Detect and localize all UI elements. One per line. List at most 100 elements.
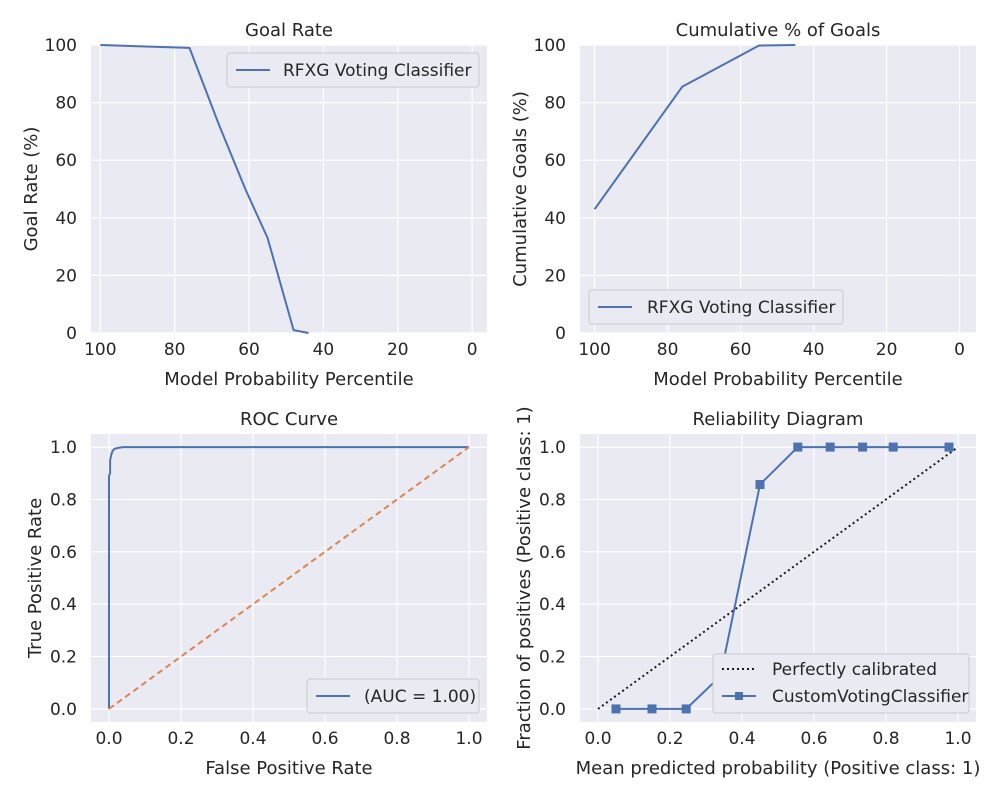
goal-rate-legend: RFXG Voting Classifier	[226, 52, 480, 88]
reliability-diagram-series-1-point-0	[611, 704, 621, 714]
reliability-diagram-series-1-point-7	[858, 442, 868, 452]
roc-curve-xtick-0: 0.0	[95, 729, 122, 749]
roc-curve-xtick-4: 0.8	[383, 729, 410, 749]
goal-rate-ytick-0: 0	[66, 324, 77, 344]
reliability-diagram-ytick-3: 0.6	[539, 543, 566, 563]
cumulative-goals-ytick-3: 60	[544, 151, 566, 171]
cumulative-goals-ytick-4: 80	[544, 94, 566, 114]
roc-curve-series-1-line	[108, 446, 470, 710]
cumulative-goals-ytick-0: 0	[555, 324, 566, 344]
reliability-diagram-series-1-point-6	[825, 442, 835, 452]
roc-curve-panel: 0.0 0.2 0.4 0.6 0.8 1.0 0.0 0.2 0.4 0.6 0.8 1.0 ROC…	[25, 409, 487, 779]
reliability-diagram-series	[597, 442, 959, 714]
goal-rate-ytick-3: 60	[55, 151, 77, 171]
cumulative-goals-ytick-1: 20	[544, 266, 566, 286]
cumulative-goals-title: Cumulative % of Goals	[676, 20, 881, 41]
roc-curve-ytick-3: 0.6	[50, 543, 77, 563]
roc-curve-grid	[91, 434, 487, 722]
reliability-diagram-xtick-0: 0.0	[584, 729, 611, 749]
roc-curve-ytick-2: 0.4	[50, 595, 77, 615]
reliability-diagram-series-1-point-9	[944, 442, 954, 452]
goal-rate-xtick-1: 80	[164, 340, 186, 360]
cumulative-goals-series-0-line	[593, 44, 796, 210]
cumulative-goals-panel: 100 80 60 40 20 0 0 20 40 60 80 100 Cumulative % of…	[510, 20, 976, 390]
reliability-diagram-series-1-line	[616, 446, 949, 710]
goal-rate-xtick-2: 60	[238, 340, 260, 360]
reliability-diagram-xtick-3: 0.6	[800, 729, 827, 749]
goal-rate-xtick-4: 20	[387, 340, 409, 360]
roc-curve-ticks: 0.0 0.2 0.4 0.6 0.8 1.0 0.0 0.2 0.4 0.6 0.8 1.0	[50, 438, 483, 749]
cumulative-goals-series	[593, 44, 796, 210]
roc-curve-xtick-2: 0.4	[239, 729, 266, 749]
reliability-diagram-series-1-point-8	[888, 442, 898, 452]
goal-rate-ytick-1: 20	[55, 266, 77, 286]
reliability-diagram-series-0-line	[597, 446, 959, 710]
goal-rate-ticks: 100 80 60 40 20 0 0 20 40 60 80 100	[45, 36, 478, 360]
reliability-diagram-series-1-point-5	[793, 442, 803, 452]
goal-rate-ytick-2: 40	[55, 209, 77, 229]
reliability-diagram-series-1-point-4	[755, 480, 765, 490]
reliability-diagram-ytick-2: 0.4	[539, 595, 566, 615]
goal-rate-grid	[91, 44, 487, 334]
reliability-diagram-series-1-point-1	[647, 704, 657, 714]
goal-rate-ylabel: Goal Rate (%)	[21, 127, 42, 252]
roc-curve-legend-label: (AUC = 1.00)	[364, 687, 476, 707]
goal-rate-plot-area	[91, 45, 487, 333]
goal-rate-panel: 100 80 60 40 20 0 0 20 40 60 80 100 Goal Rate Model…	[21, 20, 487, 390]
reliability-diagram-ytick-0: 0.0	[539, 700, 566, 720]
roc-curve-legend: (AUC = 1.00)	[306, 678, 480, 714]
roc-curve-title: ROC Curve	[240, 409, 338, 430]
cumulative-goals-ytick-5: 100	[534, 36, 566, 56]
roc-curve-xtick-5: 1.0	[455, 729, 482, 749]
reliability-diagram-xtick-2: 0.4	[728, 729, 755, 749]
goal-rate-series	[100, 44, 309, 334]
reliability-diagram-ytick-5: 1.0	[539, 438, 566, 458]
reliability-diagram-xtick-4: 0.8	[872, 729, 899, 749]
goal-rate-legend-label: RFXG Voting Classifier	[283, 61, 472, 81]
reliability-diagram-ytick-4: 0.8	[539, 490, 566, 510]
reliability-diagram-legend-label-classifier: CustomVotingClassifier	[772, 687, 968, 707]
cumulative-goals-xlabel: Model Probability Percentile	[653, 369, 902, 390]
goal-rate-series-0-line	[100, 44, 309, 334]
cumulative-goals-xtick-1: 80	[657, 340, 679, 360]
cumulative-goals-xtick-4: 20	[876, 340, 898, 360]
reliability-diagram-xlabel: Mean predicted probability (Positive cla…	[576, 758, 981, 779]
goal-rate-title: Goal Rate	[245, 20, 333, 41]
reliability-diagram-title: Reliability Diagram	[693, 409, 864, 430]
cumulative-goals-xtick-0: 100	[578, 340, 610, 360]
goal-rate-ytick-4: 80	[55, 94, 77, 114]
cumulative-goals-xtick-3: 40	[803, 340, 825, 360]
cumulative-goals-xtick-2: 60	[730, 340, 752, 360]
roc-curve-ytick-5: 1.0	[50, 438, 77, 458]
goal-rate-xtick-3: 40	[313, 340, 335, 360]
roc-curve-ytick-0: 0.0	[50, 700, 77, 720]
roc-curve-xlabel: False Positive Rate	[205, 758, 372, 779]
roc-curve-series	[108, 446, 470, 710]
cumulative-goals-plot-area	[580, 45, 976, 333]
reliability-diagram-xtick-1: 0.2	[656, 729, 683, 749]
roc-curve-legend-box	[306, 678, 480, 714]
goal-rate-xtick-0: 100	[84, 340, 116, 360]
reliability-diagram-ytick-1: 0.2	[539, 648, 566, 668]
reliability-diagram-ticks: 0.0 0.2 0.4 0.6 0.8 1.0 0.0 0.2 0.4 0.6 0.8 1.0	[539, 438, 972, 749]
cumulative-goals-ytick-2: 40	[544, 209, 566, 229]
reliability-diagram-xtick-5: 1.0	[944, 729, 971, 749]
cumulative-goals-ylabel: Cumulative Goals (%)	[510, 91, 531, 287]
roc-curve-ytick-4: 0.8	[50, 490, 77, 510]
roc-curve-ytick-1: 0.2	[50, 648, 77, 668]
goal-rate-xlabel: Model Probability Percentile	[164, 369, 413, 390]
cumulative-goals-legend-label: RFXG Voting Classifier	[647, 298, 836, 318]
roc-curve-xtick-1: 0.2	[167, 729, 194, 749]
reliability-diagram-series-1-point-2	[681, 704, 691, 714]
goal-rate-xtick-5: 0	[467, 340, 478, 360]
cumulative-goals-xtick-5: 0	[954, 340, 965, 360]
cumulative-goals-ticks: 100 80 60 40 20 0 0 20 40 60 80 100	[534, 36, 965, 360]
cumulative-goals-legend-box	[588, 289, 844, 325]
cumulative-goals-grid	[580, 44, 976, 334]
roc-curve-xtick-3: 0.6	[311, 729, 338, 749]
roc-curve-ylabel: True Positive Rate	[25, 498, 46, 659]
reliability-diagram-legend-box	[712, 653, 970, 714]
reliability-diagram-ylabel: Fraction of positives (Positive class: 1…	[514, 406, 535, 749]
reliability-diagram-legend-label-calibrated: Perfectly calibrated	[772, 660, 937, 680]
